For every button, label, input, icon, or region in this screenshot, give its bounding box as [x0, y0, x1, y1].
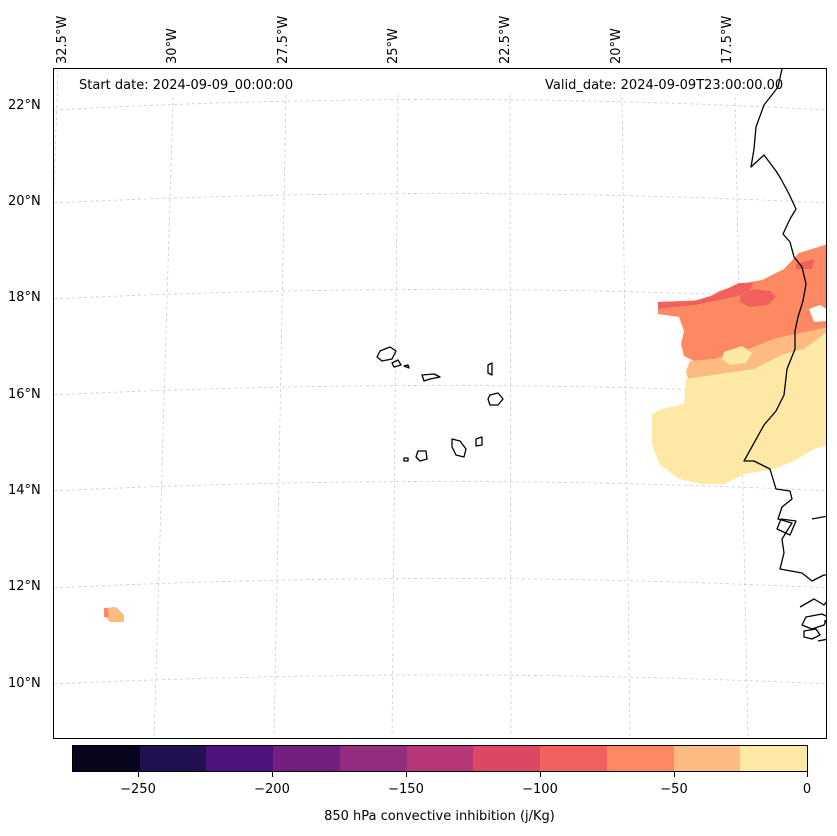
island-fogo: [415, 450, 428, 462]
coastline-guinea-bissau: [799, 598, 826, 630]
island-brava: [403, 457, 409, 462]
lat-label-22n: 22°N: [8, 98, 41, 113]
colorbar-tick-mark-m250: [138, 772, 139, 777]
parallel-10n: [54, 674, 826, 685]
parallel-22n: [54, 99, 826, 111]
island-santo-antao: [376, 346, 397, 362]
coastline-bijagos-a: [803, 628, 821, 640]
map-canvas: [54, 69, 826, 738]
colorbar-swatch-2: [139, 746, 207, 771]
island-sao-vicente: [391, 359, 402, 368]
meridian-32.5w: [54, 69, 59, 190]
lon-label-25w: 25°W: [386, 28, 401, 64]
cin-blob-light-a: [722, 346, 752, 365]
colorbar-tick-mark-m100: [540, 772, 541, 777]
parallel-14n: [54, 481, 826, 492]
lat-label-10n: 10°N: [8, 676, 41, 691]
island-maio: [475, 436, 483, 447]
parallel-16n: [54, 385, 826, 396]
cin-region-0-m25: [652, 332, 826, 484]
parallel-18n: [54, 289, 826, 300]
colorbar-tick-m150: −150: [388, 782, 424, 797]
colorbar-tick-0: 0: [802, 782, 812, 797]
colorbar-tick-m250: −250: [120, 782, 156, 797]
parallel-20n: [54, 193, 826, 204]
coastline-bijagos-b: [817, 620, 826, 642]
colorbar-swatch-4: [273, 746, 340, 771]
colorbar-swatch-6: [406, 746, 474, 771]
island-sal: [487, 362, 493, 376]
colorbar-swatch-8: [540, 746, 607, 771]
colorbar-tick-mark-0: [807, 772, 808, 777]
island-sao-nicolau: [421, 373, 441, 382]
coastline-estuary-a: [776, 518, 797, 536]
lon-label-22.5w: 22.5°W: [498, 15, 513, 64]
meridian-17.5w: [734, 96, 749, 738]
colorbar-tick-mark-m150: [406, 772, 407, 777]
cin-region-m100-m75-c: [796, 259, 814, 269]
colorbar-swatch-7: [473, 746, 541, 771]
island-santiago: [451, 438, 467, 458]
lat-label-20n: 20°N: [8, 194, 41, 209]
cin-blob-far-west: [104, 607, 124, 622]
colorbar-tick-m50: −50: [660, 782, 688, 797]
cin-blob-far-west-edge: [104, 608, 109, 617]
meridian-30w: [153, 96, 174, 738]
valid-date-label: Valid_date: 2024-09-09T23:00:00.00: [545, 78, 784, 93]
colorbar-tick-mark-m50: [674, 772, 675, 777]
lon-label-30w: 30°W: [165, 28, 180, 64]
parallel-12n: [54, 578, 826, 589]
lon-label-32.5w: 32.5°W: [55, 15, 70, 64]
meridian-25w: [391, 94, 399, 738]
coastline: [376, 69, 826, 642]
cin-region-m100-m75-a: [658, 283, 754, 309]
lat-label-14n: 14°N: [8, 483, 41, 498]
island-santa-luzia: [403, 364, 410, 369]
cin-field: [104, 244, 826, 622]
lat-label-18n: 18°N: [8, 290, 41, 305]
colorbar-tick-mark-m200: [272, 772, 273, 777]
coastline-estuary-b: [811, 515, 826, 520]
colorbar: [72, 745, 808, 772]
colorbar-swatch-1: [73, 746, 140, 771]
meridian-27.5w: [273, 94, 287, 738]
island-boa-vista: [487, 392, 504, 406]
lon-label-17.5w: 17.5°W: [720, 15, 735, 64]
colorbar-swatch-3: [206, 746, 274, 771]
colorbar-tick-m100: −100: [522, 782, 558, 797]
meridian-20w: [621, 96, 631, 738]
lon-label-27.5w: 27.5°W: [276, 15, 291, 64]
colorbar-swatch-11: [740, 746, 808, 771]
parallel-gridlines: [54, 99, 826, 685]
lon-label-20w: 20°W: [609, 28, 624, 64]
african-coastline: [743, 69, 826, 582]
lat-label-12n: 12°N: [8, 579, 41, 594]
meridian-22.5w: [509, 94, 512, 738]
cin-region-m100-m75-b: [740, 289, 776, 307]
colorbar-swatch-10: [673, 746, 741, 771]
start-date-label: Start date: 2024-09-09_00:00:00: [79, 78, 294, 93]
colorbar-tick-m200: −200: [254, 782, 290, 797]
meridian-gridlines: [54, 69, 749, 738]
colorbar-swatch-5: [339, 746, 407, 771]
lat-label-16n: 16°N: [8, 387, 41, 402]
map-panel[interactable]: [53, 68, 827, 739]
colorbar-swatch-9: [606, 746, 674, 771]
cin-blob-white-hole: [809, 305, 826, 322]
colorbar-label: 850 hPa convective inhibition (j/Kg): [324, 809, 555, 824]
